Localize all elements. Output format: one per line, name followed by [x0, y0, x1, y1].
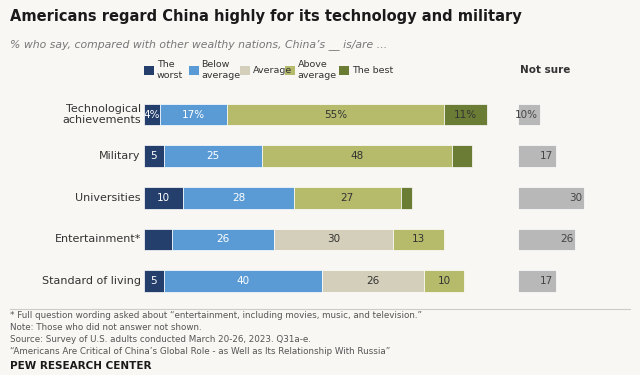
Text: Entertainment*: Entertainment* [54, 234, 141, 244]
Text: 26: 26 [366, 276, 380, 286]
Bar [518, 187, 584, 209]
Bar [518, 104, 540, 125]
Text: Universities: Universities [76, 193, 141, 203]
Bar [144, 229, 172, 250]
Bar [518, 146, 556, 167]
Bar [401, 187, 412, 209]
Text: 17%: 17% [182, 110, 205, 120]
Text: 25: 25 [207, 151, 220, 161]
Text: % who say, compared with other wealthy nations, China’s __ is/are ...: % who say, compared with other wealthy n… [10, 39, 387, 50]
Bar [172, 229, 275, 250]
Text: The
worst: The worst [157, 60, 183, 80]
Bar [144, 146, 164, 167]
Text: 13: 13 [412, 234, 425, 244]
Bar [444, 104, 488, 125]
Text: * Full question wording asked about “entertainment, including movies, music, and: * Full question wording asked about “ent… [10, 311, 422, 320]
Text: 30: 30 [327, 234, 340, 244]
Text: Military: Military [99, 151, 141, 161]
Bar [144, 270, 164, 292]
Bar [144, 104, 160, 125]
Text: 26: 26 [216, 234, 230, 244]
Text: 17: 17 [540, 276, 554, 286]
Text: Above
average: Above average [298, 60, 337, 80]
Text: PEW RESEARCH CENTER: PEW RESEARCH CENTER [10, 361, 151, 371]
Text: Average: Average [253, 66, 292, 75]
Bar [275, 229, 393, 250]
Text: 5: 5 [150, 151, 157, 161]
Text: 28: 28 [232, 193, 245, 203]
Text: 4%: 4% [143, 110, 160, 120]
Text: 11%: 11% [454, 110, 477, 120]
Text: Not sure: Not sure [520, 65, 570, 75]
Bar [518, 229, 575, 250]
Text: 17: 17 [540, 151, 554, 161]
Text: 26: 26 [560, 234, 573, 244]
Text: Technological
achievements: Technological achievements [62, 104, 141, 125]
Text: 10: 10 [157, 193, 170, 203]
Bar [393, 229, 444, 250]
Text: 48: 48 [351, 151, 364, 161]
Bar [160, 104, 227, 125]
Text: Americans regard China highly for its technology and military: Americans regard China highly for its te… [10, 9, 522, 24]
Bar [322, 270, 424, 292]
Text: 5: 5 [150, 276, 157, 286]
Bar [452, 146, 472, 167]
Bar [262, 146, 452, 167]
Text: 10%: 10% [515, 110, 538, 120]
Text: Standard of living: Standard of living [42, 276, 141, 286]
Bar [518, 270, 556, 292]
Text: Note: Those who did not answer not shown.: Note: Those who did not answer not shown… [10, 323, 201, 332]
Text: The best: The best [352, 66, 393, 75]
Text: 27: 27 [340, 193, 354, 203]
Bar [164, 270, 322, 292]
Text: 40: 40 [236, 276, 249, 286]
Text: 10: 10 [437, 276, 451, 286]
Bar [144, 187, 184, 209]
Text: “Americans Are Critical of China’s Global Role - as Well as Its Relationship Wit: “Americans Are Critical of China’s Globa… [10, 347, 390, 356]
Text: Source: Survey of U.S. adults conducted March 20-26, 2023. Q31a-e.: Source: Survey of U.S. adults conducted … [10, 335, 310, 344]
Bar [184, 187, 294, 209]
Bar [294, 187, 401, 209]
Text: 30: 30 [569, 193, 582, 203]
Bar [424, 270, 464, 292]
Text: 55%: 55% [324, 110, 347, 120]
Text: Below
average: Below average [202, 60, 241, 80]
Bar [227, 104, 444, 125]
Bar [164, 146, 262, 167]
